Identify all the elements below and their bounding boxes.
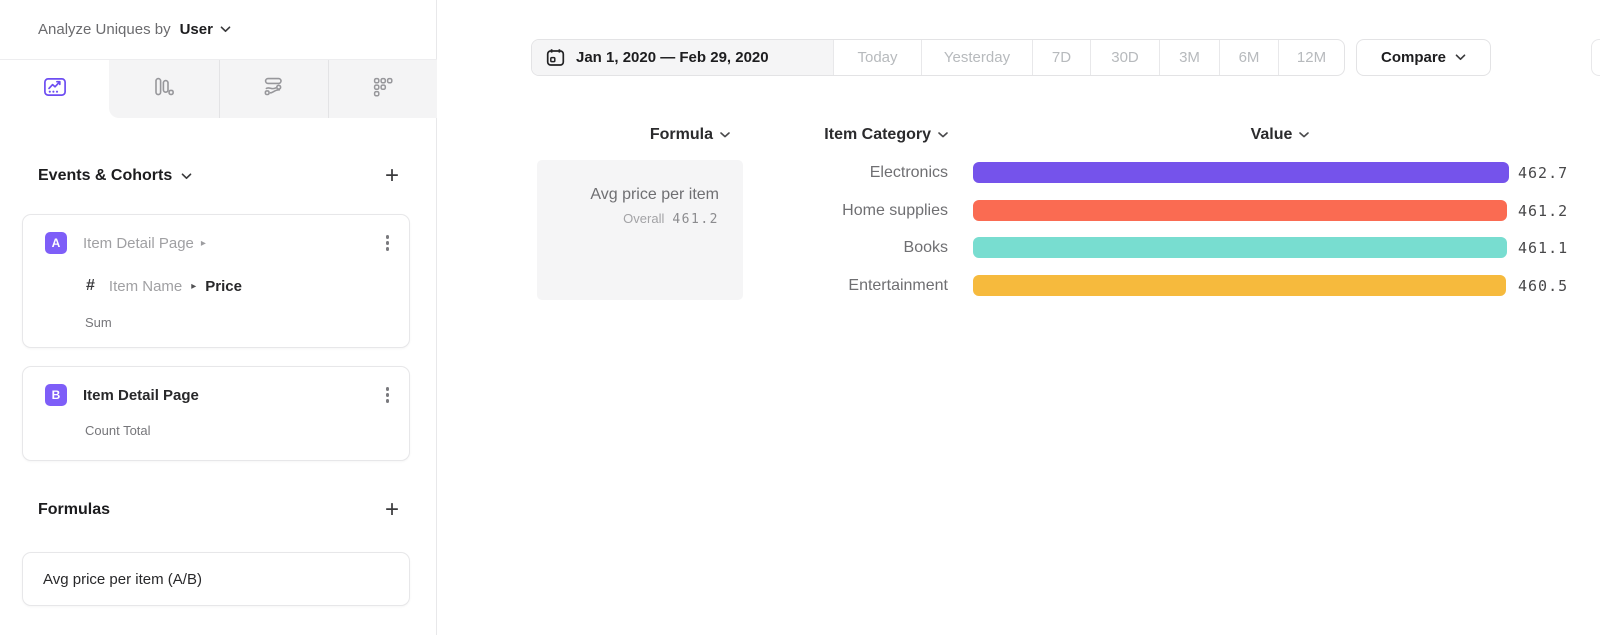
column-header-value[interactable]: Value: [1200, 124, 1360, 146]
caret-right-icon: ▸: [200, 237, 206, 249]
category-label: Entertainment: [848, 276, 948, 294]
event-badge-b: B: [45, 384, 67, 406]
date-range-control: Jan 1, 2020 — Feb 29, 2020 Today Yesterda…: [531, 39, 1345, 76]
caret-right-icon: ▸: [191, 280, 197, 292]
number-property-icon: #: [86, 277, 95, 294]
event-a-title[interactable]: Item Detail Page: [83, 234, 194, 252]
category-label: Books: [903, 239, 948, 256]
line-chart-icon: [43, 76, 67, 103]
preset-today[interactable]: Today: [833, 40, 921, 75]
value-bar[interactable]: [973, 199, 1507, 221]
event-badge-a: A: [45, 232, 67, 254]
preset-yesterday[interactable]: Yesterday: [921, 40, 1032, 75]
preset-30d[interactable]: 30D: [1090, 40, 1159, 75]
value-bar[interactable]: [973, 162, 1509, 183]
tab-bar-chart[interactable]: [109, 60, 219, 118]
value-label: 462.7: [1518, 164, 1569, 182]
overall-label: Overall: [623, 211, 665, 226]
partial-button[interactable]: [1591, 39, 1600, 76]
events-section-title: Events & Cohorts: [38, 167, 173, 184]
formula-cell-title: Avg price per item: [590, 186, 719, 203]
formulas-section-title: Formulas: [38, 501, 111, 518]
preset-3m[interactable]: 3M: [1159, 40, 1219, 75]
event-card-b[interactable]: B Item Detail Page Count Total: [22, 366, 410, 461]
value-label: 461.1: [1518, 239, 1569, 257]
value-label: 461.2: [1518, 201, 1569, 220]
formula-cell: Avg price per item Overall 461.2: [537, 160, 743, 300]
column-header-item-category[interactable]: Item Category: [748, 124, 948, 146]
column-header-formula[interactable]: Formula: [560, 124, 730, 146]
chevron-down-icon[interactable]: [181, 172, 192, 180]
table-row: Home supplies 461.2: [620, 199, 1600, 221]
retention-grid-icon: [372, 76, 394, 103]
add-event-button[interactable]: +: [384, 162, 399, 189]
preset-12m[interactable]: 12M: [1278, 40, 1344, 75]
value-bar[interactable]: [973, 274, 1506, 296]
compare-button[interactable]: Compare: [1356, 39, 1491, 76]
add-formula-button[interactable]: +: [384, 496, 399, 523]
chevron-down-icon: [220, 26, 231, 33]
preset-6m[interactable]: 6M: [1219, 40, 1278, 75]
tab-flows[interactable]: [218, 60, 328, 118]
event-b-aggregation[interactable]: Count Total: [85, 423, 151, 438]
value-bar[interactable]: [973, 237, 1507, 258]
value-label: 460.5: [1518, 276, 1569, 295]
flows-icon: [263, 76, 285, 103]
formulas-section-header: Formulas +: [38, 496, 399, 523]
chart-type-tabs: [0, 59, 437, 118]
chevron-down-icon: [1455, 54, 1466, 61]
analyze-by-value: User: [179, 21, 213, 38]
formula-card[interactable]: Avg price per item (A/B): [22, 552, 410, 606]
date-presets: Today Yesterday 7D 30D 3M 6M 12M: [833, 40, 1344, 75]
tab-line-chart[interactable]: [0, 60, 109, 118]
date-range-text: Jan 1, 2020 — Feb 29, 2020: [576, 49, 769, 66]
overall-value: 461.2: [672, 212, 719, 227]
date-range-button[interactable]: Jan 1, 2020 — Feb 29, 2020: [532, 40, 833, 75]
analyze-by-row: Analyze Uniques by User: [38, 0, 231, 59]
calendar-icon: [546, 48, 565, 67]
tab-retention[interactable]: [327, 60, 437, 118]
table-row: Entertainment 460.5: [620, 274, 1600, 296]
sidebar: Analyze Uniques by User: [0, 0, 437, 635]
chevron-down-icon: [720, 132, 730, 138]
event-a-property-path[interactable]: Item Name: [108, 277, 183, 295]
chevron-down-icon: [1299, 132, 1310, 138]
event-b-menu-button[interactable]: [384, 384, 392, 406]
event-card-a[interactable]: A Item Detail Page ▸ # Item Name ▸ Price…: [22, 214, 410, 348]
analyze-by-dropdown[interactable]: User: [180, 21, 231, 38]
preset-7d[interactable]: 7D: [1032, 40, 1090, 75]
table-row: Electronics 462.7: [620, 162, 1600, 183]
chevron-down-icon: [938, 132, 948, 138]
event-a-menu-button[interactable]: [384, 232, 392, 254]
events-section-header: Events & Cohorts +: [38, 162, 399, 189]
event-a-aggregation[interactable]: Sum: [85, 315, 112, 330]
table-row: Books 461.1: [620, 237, 1600, 258]
category-label: Electronics: [869, 164, 948, 181]
bar-chart-icon: [153, 76, 175, 103]
analyze-by-label: Analyze Uniques by: [38, 21, 171, 38]
category-label: Home supplies: [842, 201, 948, 219]
formula-name: Avg price per item (A/B): [43, 570, 202, 588]
event-b-title[interactable]: Item Detail Page: [83, 386, 199, 404]
event-a-property[interactable]: Price: [205, 277, 242, 295]
